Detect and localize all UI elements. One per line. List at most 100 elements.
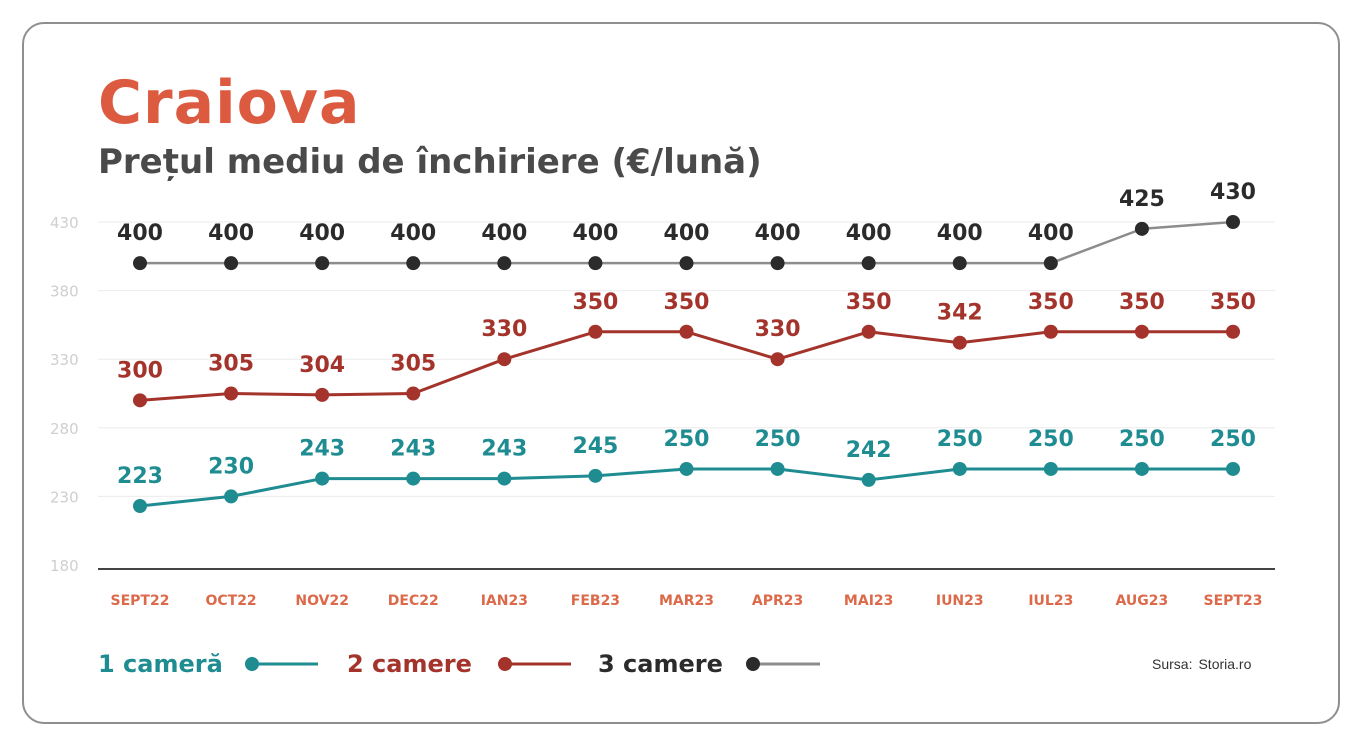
data-point-2-camere	[588, 324, 603, 339]
data-label-2-camere: 342	[937, 301, 983, 326]
x-tick-label: SEPT23	[1204, 593, 1263, 609]
x-tick-label: AUG23	[1116, 593, 1169, 609]
data-label-1-camer: 223	[117, 464, 163, 489]
x-tick-label: FEB23	[571, 593, 620, 609]
chart-card	[22, 22, 1340, 724]
y-tick-label: 430	[50, 214, 79, 232]
chart-title: Craiova	[98, 68, 361, 138]
data-label-2-camere: 350	[664, 290, 710, 315]
x-tick-label: SEPT22	[111, 593, 170, 609]
data-label-3-camere: 400	[664, 221, 710, 246]
data-point-1-camer	[679, 461, 694, 476]
data-label-2-camere: 330	[755, 317, 801, 342]
data-label-1-camer: 243	[299, 437, 345, 462]
source-note: Sursa: Storia.ro	[1152, 656, 1251, 672]
source-label: Sursa:	[1152, 656, 1193, 672]
data-label-2-camere: 330	[481, 317, 527, 342]
x-tick-label: NOV22	[295, 593, 349, 609]
data-point-2-camere	[497, 352, 512, 367]
data-point-3-camere	[224, 256, 239, 271]
data-point-3-camere	[770, 256, 785, 271]
data-point-2-camere	[770, 352, 785, 367]
data-point-2-camere	[224, 386, 239, 401]
data-label-2-camere: 300	[117, 358, 163, 383]
data-point-3-camere	[315, 256, 330, 271]
data-label-3-camere: 400	[481, 221, 527, 246]
data-point-3-camere	[133, 256, 147, 271]
data-label-2-camere: 350	[1210, 290, 1256, 315]
y-tick-label: 230	[50, 488, 79, 506]
data-label-3-camere: 400	[937, 221, 983, 246]
data-label-3-camere: 400	[755, 221, 801, 246]
data-point-2-camere	[952, 335, 967, 350]
data-point-2-camere	[133, 393, 147, 408]
data-point-2-camere	[406, 386, 421, 401]
data-point-1-camer	[1043, 461, 1058, 476]
data-label-1-camer: 243	[481, 437, 527, 462]
data-point-2-camere	[1043, 324, 1058, 339]
y-tick-label: 180	[50, 557, 79, 575]
x-tick-label: OCT22	[205, 593, 256, 609]
data-point-3-camere	[861, 256, 876, 271]
data-label-1-camer: 243	[390, 437, 436, 462]
data-label-1-camer: 242	[846, 438, 892, 463]
data-point-1-camer	[497, 471, 512, 486]
data-point-3-camere	[1134, 221, 1149, 236]
x-tick-label: MAR23	[659, 593, 714, 609]
data-label-1-camer: 250	[1028, 427, 1074, 452]
data-point-1-camer	[1226, 461, 1240, 476]
data-point-3-camere	[679, 256, 694, 271]
legend-marker-1-camer	[245, 657, 259, 671]
data-label-2-camere: 305	[208, 352, 254, 377]
data-point-1-camer	[315, 471, 330, 486]
x-tick-label: IUN23	[936, 593, 984, 609]
data-label-2-camere: 350	[572, 290, 618, 315]
data-point-2-camere	[1134, 324, 1149, 339]
y-tick-label: 280	[50, 420, 79, 438]
source-value: Storia.ro	[1198, 656, 1252, 672]
data-point-2-camere	[315, 387, 330, 402]
data-point-1-camer	[406, 471, 421, 486]
data-label-3-camere: 400	[299, 221, 345, 246]
data-point-1-camer	[1134, 461, 1149, 476]
data-point-3-camere	[952, 256, 967, 271]
data-point-3-camere	[1226, 215, 1240, 229]
x-tick-label: DEC22	[388, 593, 439, 609]
data-label-2-camere: 350	[1119, 290, 1165, 315]
data-label-1-camer: 250	[937, 427, 983, 452]
data-point-1-camer	[770, 461, 785, 476]
legend-marker-2-camere	[498, 657, 512, 671]
data-label-2-camere: 305	[390, 352, 436, 377]
data-point-1-camer	[588, 468, 603, 483]
legend-marker-3-camere	[746, 657, 760, 671]
data-point-3-camere	[1043, 256, 1058, 271]
x-tick-label: MAI23	[844, 593, 893, 609]
data-label-1-camer: 250	[755, 427, 801, 452]
data-point-1-camer	[861, 472, 876, 487]
legend-label-2-camere: 2 camere	[347, 650, 472, 678]
data-label-3-camere: 400	[846, 221, 892, 246]
legend-label-1-camer: 1 cameră	[98, 650, 223, 678]
data-label-2-camere: 350	[1028, 290, 1074, 315]
data-label-3-camere: 400	[1028, 221, 1074, 246]
data-label-3-camere: 430	[1210, 180, 1256, 205]
data-label-1-camer: 245	[572, 434, 618, 459]
data-point-1-camer	[133, 499, 147, 514]
data-label-3-camere: 400	[390, 221, 436, 246]
x-tick-label: IUL23	[1028, 593, 1073, 609]
chart-subtitle: Prețul mediu de închiriere (€/lună)	[98, 142, 762, 182]
data-label-1-camer: 250	[1210, 427, 1256, 452]
data-point-2-camere	[861, 324, 876, 339]
data-label-1-camer: 250	[1119, 427, 1165, 452]
x-tick-label: IAN23	[481, 593, 528, 609]
data-label-1-camer: 230	[208, 454, 254, 479]
data-label-3-camere: 400	[117, 221, 163, 246]
data-point-2-camere	[1226, 324, 1240, 339]
legend-label-3-camere: 3 camere	[598, 650, 723, 678]
data-label-2-camere: 350	[846, 290, 892, 315]
y-tick-label: 380	[50, 283, 79, 301]
y-tick-label: 330	[50, 351, 79, 369]
data-point-1-camer	[224, 489, 239, 504]
data-point-3-camere	[497, 256, 512, 271]
